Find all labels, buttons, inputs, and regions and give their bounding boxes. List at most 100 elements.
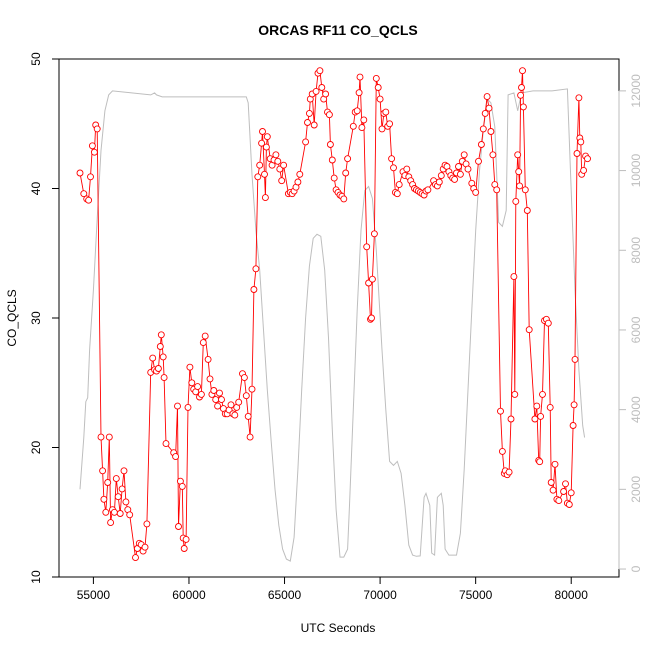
co-data-point: [475, 157, 482, 165]
co-data-point: [250, 286, 258, 293]
co-data-point: [487, 128, 495, 135]
co-data-point: [294, 178, 302, 186]
co-data-point: [258, 139, 266, 147]
co-data-point: [252, 265, 260, 273]
co-data-point: [544, 319, 552, 327]
y-tick-label: 20: [29, 441, 43, 455]
co-data-point: [162, 440, 170, 448]
co-data-point: [180, 545, 188, 552]
co-data-point: [112, 475, 120, 483]
co-data-point: [157, 331, 165, 339]
co-data-point: [569, 422, 577, 429]
co-data-point: [149, 354, 157, 362]
co-data-point: [105, 433, 113, 441]
y2-tick-label: 10000: [629, 154, 643, 188]
co-data-point: [296, 170, 304, 178]
y-axis: 10 20 30 40 50: [29, 52, 60, 584]
co-data-point: [549, 486, 557, 494]
co-data-point: [99, 467, 107, 475]
co-data-point: [374, 84, 382, 91]
co-data-point: [126, 511, 134, 519]
co-data-point: [489, 151, 497, 159]
co-data-point: [353, 107, 361, 115]
co-data-point: [363, 243, 371, 251]
co-data-point: [312, 87, 320, 95]
co-data-point: [199, 339, 207, 347]
x-tick-label: 70000: [363, 588, 397, 602]
co-data-point: [100, 495, 108, 503]
co-data-point: [510, 273, 518, 281]
co-data-point: [464, 165, 472, 173]
co-data-point: [570, 401, 578, 409]
co-data-point: [498, 447, 506, 455]
co-data-point: [514, 151, 522, 159]
y2-tick-label: 0: [629, 565, 643, 572]
y2-tick-label: 8000: [629, 237, 643, 264]
co-data-point: [160, 374, 168, 382]
chart-title: ORCAS RF11 CO_QCLS: [258, 22, 417, 38]
x-axis: 55000 60000 65000 70000 75000 80000: [77, 576, 588, 602]
y2-tick-label: 4000: [629, 396, 643, 423]
co-data-point: [344, 155, 352, 163]
x-tick-label: 75000: [459, 588, 493, 602]
co-data-point: [580, 166, 588, 174]
co-data-point: [355, 89, 363, 97]
y2-tick-label: 6000: [629, 316, 643, 343]
co-data-point: [342, 169, 350, 177]
co-data-point: [393, 190, 401, 198]
x-tick-label: 65000: [268, 588, 302, 602]
co-data-point: [523, 207, 531, 214]
y-axis-label: CO_QCLS: [5, 289, 19, 346]
co-data-point: [216, 389, 223, 397]
co-data-point: [505, 468, 513, 476]
co-data-point: [118, 485, 126, 493]
co-data-point: [378, 125, 386, 133]
co-data-point: [390, 164, 397, 172]
co-data-point: [349, 122, 357, 130]
co-data-point: [184, 403, 192, 411]
y2-tick-label: 12000: [629, 74, 643, 108]
y-tick-label: 10: [29, 570, 43, 584]
co-data-point: [477, 141, 485, 148]
co-data-point: [533, 402, 541, 410]
co-data-point: [174, 402, 181, 410]
co-data-point: [206, 375, 214, 383]
co-data-point: [102, 508, 110, 516]
co-data-point: [340, 195, 348, 203]
co-data-point: [479, 125, 487, 133]
co-data-point: [403, 165, 411, 173]
co-data-point: [376, 95, 384, 103]
co-data-point: [159, 353, 167, 361]
co-data-point: [214, 402, 222, 410]
co-data-point: [310, 121, 318, 129]
co-data-point: [481, 109, 489, 117]
co-data-point: [472, 188, 480, 196]
co-data-point: [188, 379, 196, 387]
co-data-point: [262, 143, 270, 151]
altitude-series: [79, 88, 586, 562]
y-tick-label: 40: [29, 182, 43, 196]
co-data-point: [571, 355, 579, 363]
co-data-point: [562, 480, 569, 488]
co-data-point: [325, 111, 333, 119]
co-data-point: [511, 390, 519, 398]
co-data-point: [182, 535, 190, 543]
co-data-point: [110, 508, 118, 516]
co-data-point: [304, 119, 311, 126]
co-data-point: [235, 398, 243, 406]
co-data-point: [555, 497, 563, 505]
co-data-point: [537, 412, 545, 420]
co-data-point: [104, 479, 112, 486]
co-data-point: [132, 554, 139, 562]
co-data-point: [493, 186, 501, 194]
co-data-point: [370, 230, 378, 238]
y2-tick-label: 2000: [629, 476, 643, 503]
co-data-point: [186, 363, 194, 371]
co-data-point: [358, 124, 366, 132]
co-data-point: [525, 326, 533, 334]
co-data-point: [80, 190, 88, 198]
co-data-point: [154, 365, 162, 372]
co-data-point: [178, 482, 186, 490]
co-data-point: [90, 148, 98, 156]
